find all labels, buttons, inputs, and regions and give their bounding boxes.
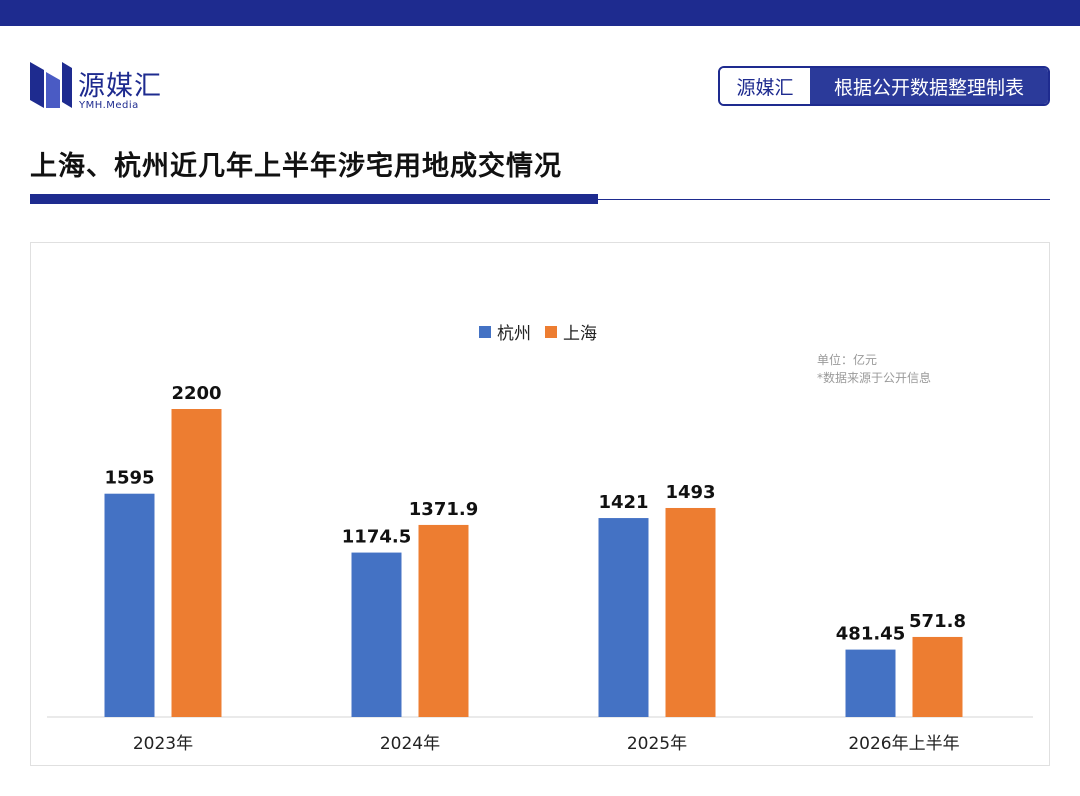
bar-shanghai-0 xyxy=(171,409,222,717)
brand-logo: 源媒汇 YMH.Media xyxy=(30,60,200,114)
page-title: 上海、杭州近几年上半年涉宅用地成交情况 xyxy=(30,151,562,182)
bar-shanghai-2 xyxy=(665,507,716,717)
bar-shanghai-3 xyxy=(912,636,963,717)
badge-caption: 根据公开数据整理制表 xyxy=(810,68,1048,104)
brand-name: 源媒汇 xyxy=(78,71,162,102)
source-note: *数据来源于公开信息 xyxy=(817,371,932,385)
unit-note: 单位：亿元 xyxy=(817,353,878,367)
data-label-shanghai-1: 1371.9 xyxy=(409,499,478,520)
legend-label-shanghai: 上海 xyxy=(563,324,597,344)
bar-chart: 1595 2200 2023年 1174.5 1371.9 2024年 1421 1493 20… xyxy=(47,383,1033,754)
legend-swatch-hangzhou xyxy=(479,325,491,338)
data-label-shanghai-3: 571.8 xyxy=(909,611,966,632)
bar-hangzhou-2 xyxy=(598,518,649,717)
data-label-hangzhou-1: 1174.5 xyxy=(342,527,411,548)
top-bar xyxy=(0,0,1080,26)
x-tick-label-3: 2026年上半年 xyxy=(848,734,959,754)
legend-item-hangzhou: 杭州 xyxy=(479,319,531,344)
data-label-shanghai-0: 2200 xyxy=(171,383,221,404)
legend-item-shanghai: 上海 xyxy=(545,319,597,344)
chart-notes: 单位：亿元 *数据来源于公开信息 xyxy=(817,351,931,387)
title-rule xyxy=(598,199,1050,200)
chart-legend: 杭州 上海 xyxy=(479,319,597,344)
bar-hangzhou-1 xyxy=(351,552,402,717)
x-tick-label-0: 2023年 xyxy=(133,734,193,754)
logo-mark-icon xyxy=(30,62,72,108)
bar-hangzhou-3 xyxy=(845,649,896,717)
bar-hangzhou-0 xyxy=(104,493,155,717)
legend-label-hangzhou: 杭州 xyxy=(497,324,531,344)
data-label-hangzhou-2: 1421 xyxy=(598,492,648,513)
data-label-hangzhou-3: 481.45 xyxy=(836,624,905,645)
data-label-shanghai-2: 1493 xyxy=(665,482,715,503)
bar-shanghai-1 xyxy=(418,524,469,717)
x-tick-label-1: 2024年 xyxy=(380,734,440,754)
chart-panel: 杭州 上海 单位：亿元 *数据来源于公开信息 1595 2200 2023年 1174… xyxy=(30,242,1050,766)
data-label-hangzhou-0: 1595 xyxy=(104,468,154,489)
title-underline xyxy=(30,194,598,204)
badge-brand: 源媒汇 xyxy=(720,68,810,104)
source-badge: 源媒汇 根据公开数据整理制表 xyxy=(718,66,1050,106)
x-tick-label-2: 2025年 xyxy=(627,734,687,754)
brand-subtitle: YMH.Media xyxy=(79,100,139,111)
legend-swatch-shanghai xyxy=(545,325,557,338)
